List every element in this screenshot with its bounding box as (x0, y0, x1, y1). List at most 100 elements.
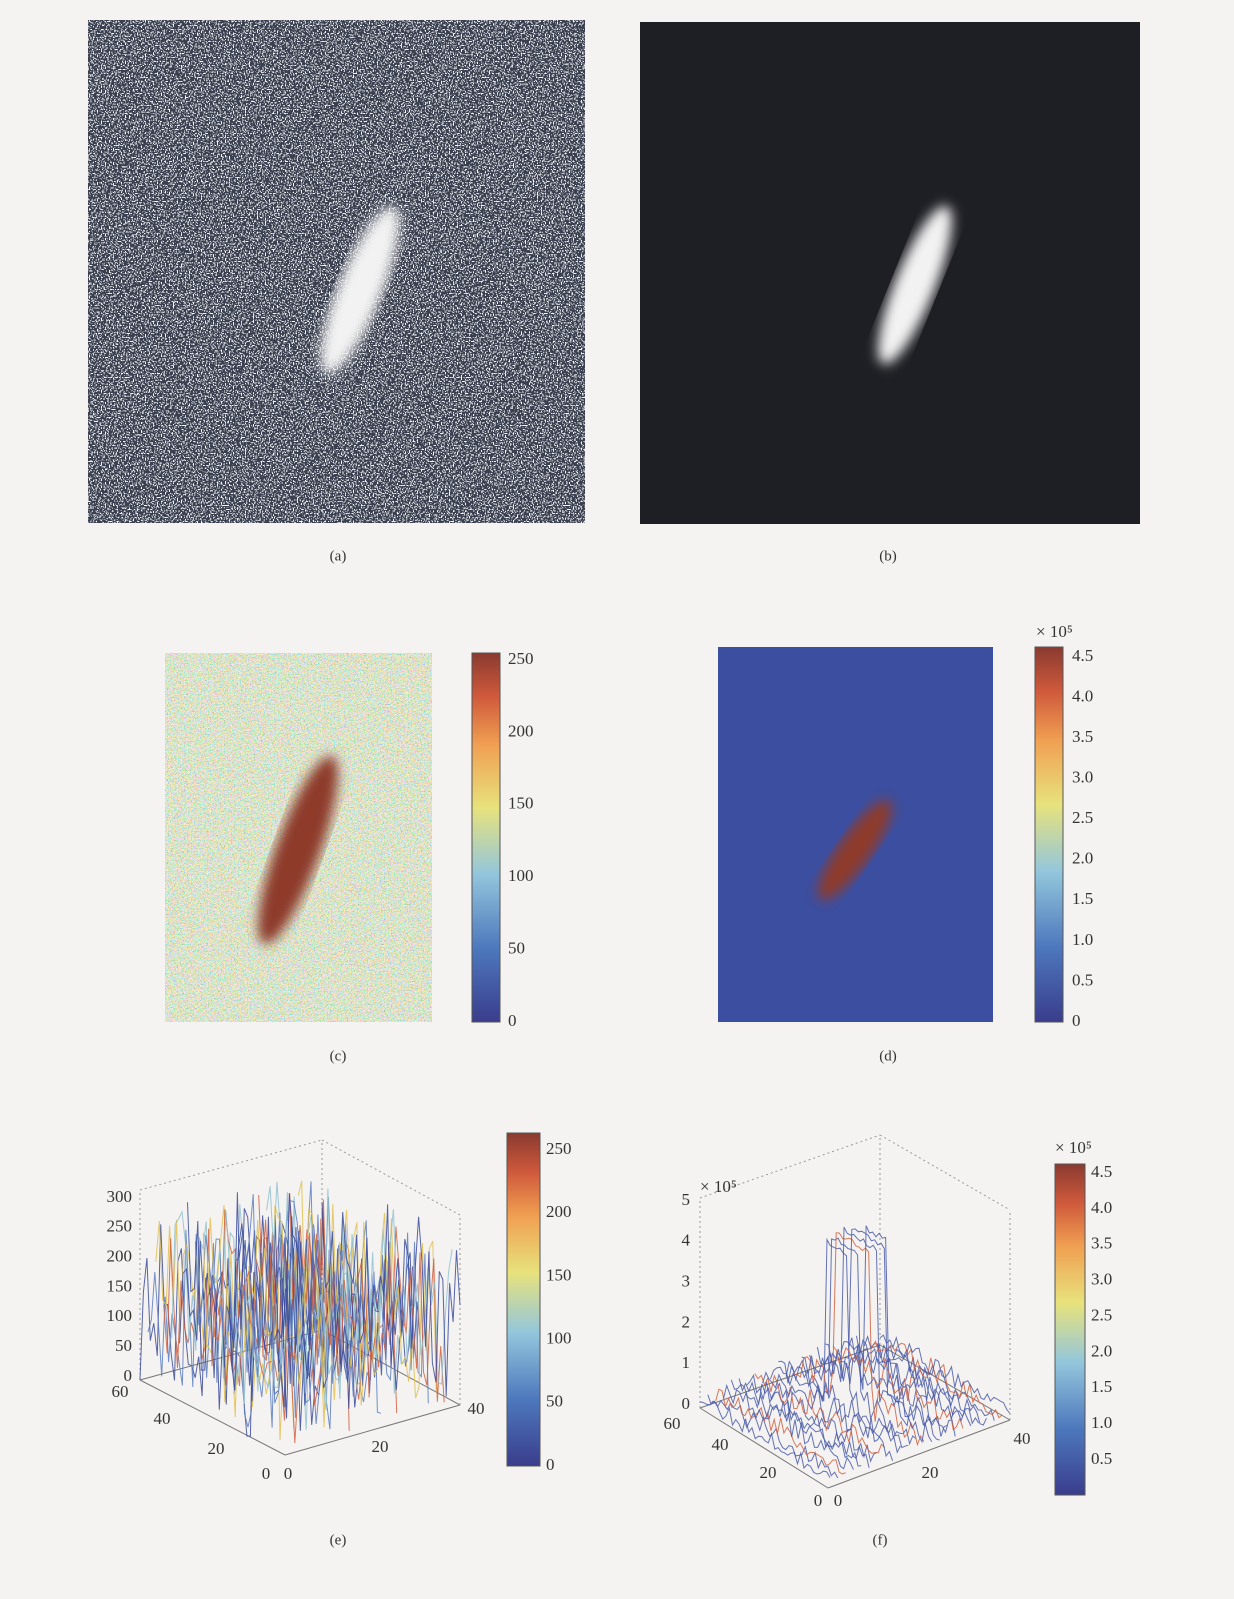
colorbar-tick-label: 2.5 (1091, 1305, 1112, 1324)
surface-line (879, 1334, 1011, 1414)
x-tick-label: 40 (1014, 1429, 1031, 1448)
colorbar-tick-label: 1.5 (1091, 1377, 1112, 1396)
colorbar (1054, 1163, 1086, 1496)
colorbar-multiplier: × 10⁵ (1036, 622, 1073, 641)
colorbar (506, 1132, 541, 1467)
colorbar-tick-label: 50 (546, 1392, 563, 1411)
colorbar-tick-label: 200 (508, 721, 534, 740)
colorbar (1034, 646, 1064, 1023)
surface-line (746, 1373, 878, 1463)
colorbar-tick-label: 3.0 (1072, 768, 1093, 787)
colorbar-tick-label: 4.0 (1091, 1198, 1112, 1217)
surface-line (871, 1340, 1003, 1419)
axis-line (699, 1344, 881, 1409)
x-tick-label: 40 (468, 1399, 485, 1418)
z-tick-label: 200 (107, 1247, 133, 1266)
colorbar-tick-label: 1.0 (1072, 930, 1093, 949)
colorbar-tick-label: 100 (546, 1329, 572, 1348)
colorbar-tick-label: 1.0 (1091, 1413, 1112, 1432)
colorbar-tick-label: 0 (546, 1455, 555, 1474)
hot-region (258, 755, 338, 945)
axis-line (827, 1419, 1011, 1489)
noise (640, 22, 1140, 524)
surface-line (801, 1226, 933, 1444)
y-tick-label: 60 (664, 1414, 681, 1433)
surface-line (313, 1188, 453, 1386)
box-edge (879, 1134, 1011, 1211)
colorbar-tick-label: 50 (508, 939, 525, 958)
surface-line (707, 1394, 839, 1479)
colorbar-tick-label: 1.5 (1072, 889, 1093, 908)
panel-label: (c) (330, 1048, 347, 1064)
y-tick-label: 20 (208, 1439, 225, 1458)
panel-label: (d) (879, 1048, 897, 1064)
surface-line (155, 1219, 295, 1441)
panel-label: (a) (330, 548, 347, 564)
surface-line (754, 1373, 886, 1454)
z-tick-label: 5 (682, 1190, 691, 1209)
colorbar-tick-label: 3.5 (1072, 727, 1093, 746)
colorbar-tick-label: 200 (546, 1202, 572, 1221)
box-edge (321, 1139, 461, 1216)
hot-region (818, 800, 892, 900)
surface-line (321, 1202, 461, 1397)
colorbar-tick-label: 150 (546, 1265, 572, 1284)
surface-line (825, 1343, 956, 1437)
axis-multiplier: × 10⁵ (700, 1177, 737, 1196)
surface-line (848, 1337, 980, 1425)
surface-line (769, 1366, 901, 1454)
y-tick-label: 0 (814, 1491, 823, 1510)
box-edge (139, 1139, 323, 1191)
y-tick-label: 40 (712, 1435, 729, 1454)
x-tick-label: 20 (922, 1463, 939, 1482)
colorbar-tick-label: 2.5 (1072, 808, 1093, 827)
x-tick-label: 20 (372, 1437, 389, 1456)
z-tick-label: 0 (124, 1366, 133, 1385)
surface-line (816, 1225, 948, 1437)
surface-line (226, 1192, 366, 1408)
colorbar-tick-label: 250 (546, 1139, 572, 1158)
y-tick-label: 40 (154, 1409, 171, 1428)
y-tick-label: 20 (760, 1463, 777, 1482)
colorbar-tick-label: 3.5 (1091, 1234, 1112, 1253)
colorbar-tick-label: 4.5 (1072, 646, 1093, 665)
panel-label: (b) (879, 548, 897, 564)
z-tick-label: 250 (107, 1217, 133, 1236)
axis-line (699, 1407, 829, 1489)
bright-region (320, 206, 400, 374)
colorbar (471, 652, 501, 1023)
colorbar-tick-label: 2.0 (1091, 1341, 1112, 1360)
z-tick-label: 3 (682, 1272, 691, 1291)
surface-line (793, 1232, 925, 1447)
colorbar-tick-label: 150 (508, 794, 534, 813)
surface-line (194, 1235, 334, 1430)
surface-line (738, 1378, 870, 1468)
axis-line (139, 1379, 286, 1456)
y-tick-label: 0 (262, 1464, 271, 1483)
z-tick-label: 50 (115, 1336, 132, 1355)
colorbar-tick-label: 3.0 (1091, 1270, 1112, 1289)
surface-line (715, 1388, 846, 1475)
noise (88, 20, 585, 523)
colorbar-tick-label: 0.5 (1072, 970, 1093, 989)
colorbar-tick-label: 0 (1072, 1011, 1081, 1030)
panel-label: (f) (873, 1532, 888, 1548)
box-edge (699, 1134, 881, 1199)
z-tick-label: 4 (682, 1231, 691, 1250)
z-tick-label: 0 (682, 1394, 691, 1413)
surface-line (297, 1180, 437, 1399)
bright-region (878, 205, 952, 365)
axis-line (284, 1404, 461, 1456)
colorbar-tick-label: 2.0 (1072, 849, 1093, 868)
colorbar-tick-label: 4.5 (1091, 1162, 1112, 1181)
colorbar-tick-label: 4.0 (1072, 686, 1093, 705)
z-tick-label: 1 (682, 1353, 691, 1372)
colorbar-tick-label: 250 (508, 649, 534, 668)
x-tick-label: 0 (834, 1491, 843, 1510)
colorbar-tick-label: 0 (508, 1011, 517, 1030)
x-tick-label: 0 (284, 1464, 293, 1483)
y-tick-label: 60 (112, 1382, 129, 1401)
z-tick-label: 150 (107, 1276, 133, 1295)
surface-plots (139, 1134, 1011, 1489)
